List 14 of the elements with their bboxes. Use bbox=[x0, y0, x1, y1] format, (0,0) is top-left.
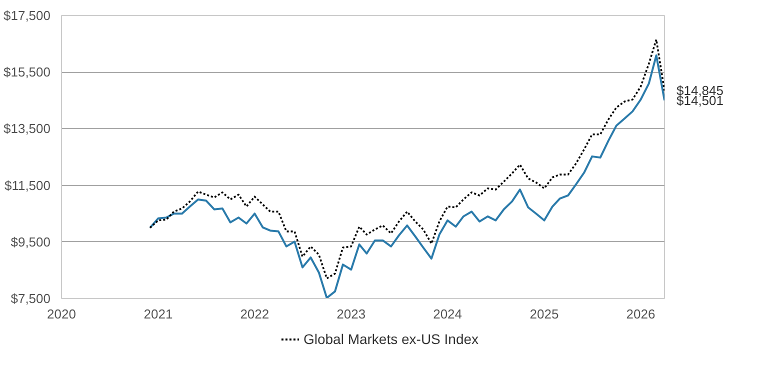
x-tick-label: 2021 bbox=[144, 306, 173, 322]
y-tick-label: $15,500 bbox=[4, 64, 51, 80]
x-tick-label: 2025 bbox=[530, 306, 559, 322]
x-tick-label: 2022 bbox=[240, 306, 270, 322]
x-tick-label: 2024 bbox=[433, 306, 462, 322]
legend-label: Global Markets ex-US Index bbox=[303, 331, 479, 347]
x-tick-label: 2020 bbox=[47, 306, 76, 322]
x-tick-label: 2026 bbox=[626, 306, 656, 322]
y-tick-label: $9,500 bbox=[10, 234, 51, 250]
y-tick-label: $7,500 bbox=[10, 291, 51, 306]
y-tick-label: $11,500 bbox=[4, 178, 51, 193]
x-tick-label: 2023 bbox=[336, 306, 366, 322]
y-tick-label: $17,500 bbox=[4, 8, 51, 23]
y-tick-label: $13,500 bbox=[4, 121, 51, 136]
